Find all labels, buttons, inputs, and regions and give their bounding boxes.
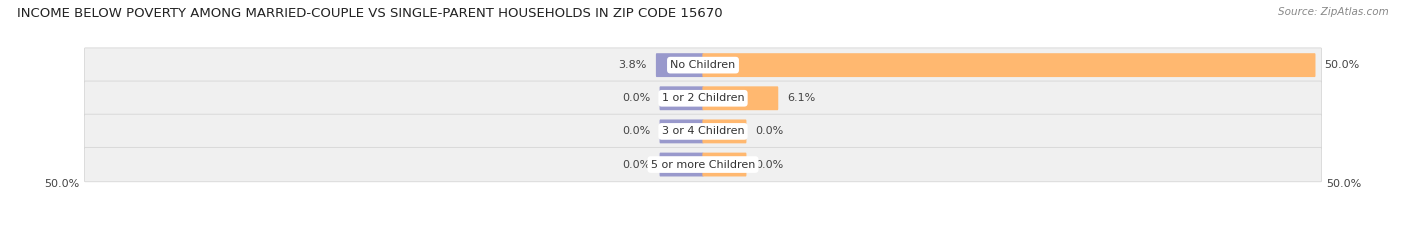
FancyBboxPatch shape [659,120,703,143]
Text: 3 or 4 Children: 3 or 4 Children [662,127,744,136]
FancyBboxPatch shape [703,86,779,110]
FancyBboxPatch shape [655,53,703,77]
FancyBboxPatch shape [659,86,703,110]
Text: 50.0%: 50.0% [1326,179,1361,189]
FancyBboxPatch shape [84,114,1322,149]
Text: 0.0%: 0.0% [755,160,785,170]
FancyBboxPatch shape [703,153,747,176]
Text: 6.1%: 6.1% [787,93,815,103]
Text: 0.0%: 0.0% [621,127,651,136]
FancyBboxPatch shape [703,53,1316,77]
Text: 50.0%: 50.0% [1324,60,1360,70]
FancyBboxPatch shape [703,120,747,143]
Text: INCOME BELOW POVERTY AMONG MARRIED-COUPLE VS SINGLE-PARENT HOUSEHOLDS IN ZIP COD: INCOME BELOW POVERTY AMONG MARRIED-COUPL… [17,7,723,20]
FancyBboxPatch shape [84,147,1322,182]
FancyBboxPatch shape [84,48,1322,82]
Text: 0.0%: 0.0% [621,93,651,103]
FancyBboxPatch shape [84,81,1322,116]
Text: Source: ZipAtlas.com: Source: ZipAtlas.com [1278,7,1389,17]
Text: 3.8%: 3.8% [619,60,647,70]
Text: 0.0%: 0.0% [755,127,785,136]
Text: 1 or 2 Children: 1 or 2 Children [662,93,744,103]
FancyBboxPatch shape [659,153,703,176]
Text: 50.0%: 50.0% [45,179,80,189]
Text: 0.0%: 0.0% [621,160,651,170]
Text: No Children: No Children [671,60,735,70]
Text: 5 or more Children: 5 or more Children [651,160,755,170]
